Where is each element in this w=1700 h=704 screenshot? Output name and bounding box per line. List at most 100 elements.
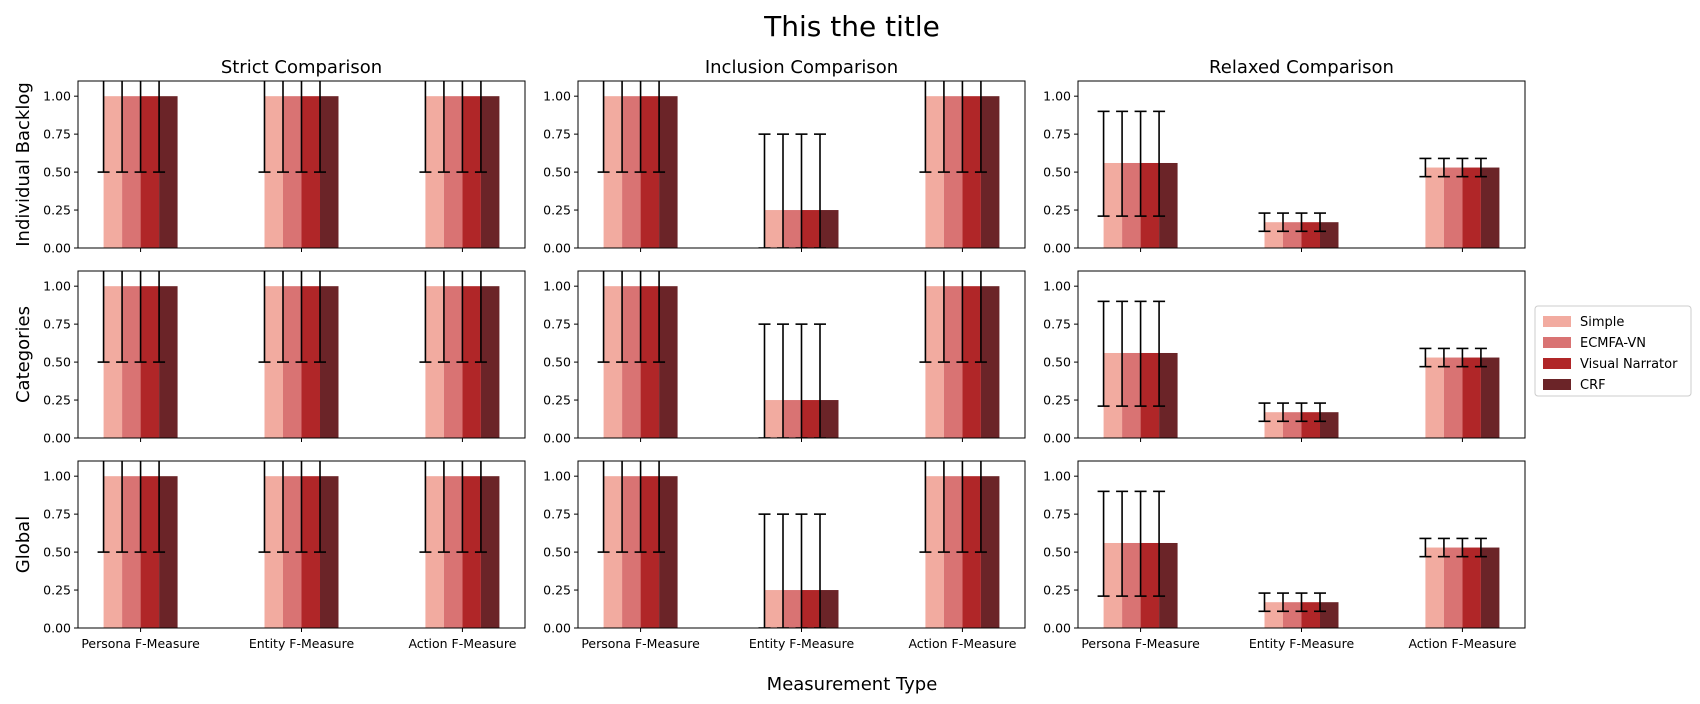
bar (603, 476, 623, 628)
y-tick-label: 0.50 (43, 355, 71, 370)
bar (962, 96, 981, 248)
bar (1425, 357, 1444, 438)
y-tick-label: 0.50 (543, 545, 571, 560)
bar (480, 476, 500, 628)
bar (480, 286, 500, 438)
subplot-panel: 0.00 0.25 0.50 0.75 1.00 Persona F-Measure Ent… (1043, 460, 1526, 651)
bar (264, 96, 283, 248)
y-tick-label: 0.00 (543, 431, 571, 446)
bar (1320, 222, 1339, 248)
column-title: Relaxed Comparison (1209, 57, 1394, 78)
x-tick-label: Action F-Measure (1408, 636, 1516, 651)
bar (1122, 542, 1141, 628)
y-tick-label: 0.25 (1043, 393, 1071, 408)
y-tick-label: 0.75 (43, 317, 71, 332)
bar (462, 96, 481, 248)
bar (320, 286, 339, 438)
bar (264, 476, 283, 628)
y-tick-label: 0.00 (1043, 621, 1071, 636)
bar (1301, 222, 1320, 248)
y-tick-label: 1.00 (43, 279, 71, 294)
y-tick-label: 0.75 (1043, 507, 1071, 522)
panel-plot-area (97, 81, 500, 248)
bar (1425, 167, 1444, 248)
y-tick-label: 0.25 (43, 393, 71, 408)
y-tick-label: 0.75 (543, 507, 571, 522)
bar (1443, 547, 1463, 628)
bar (820, 590, 839, 628)
panel-plot-area (1097, 300, 1500, 438)
bar (1480, 547, 1500, 628)
y-tick-label: 0.00 (543, 621, 571, 636)
bar (943, 476, 963, 628)
y-tick-label: 1.00 (43, 469, 71, 484)
subplot-grid: 0.00 0.25 0.50 0.75 1.00 Strict Comparison Ind… (13, 57, 1526, 651)
bar (943, 96, 963, 248)
bar (1462, 357, 1481, 438)
bar (1425, 547, 1444, 628)
legend-frame (1534, 305, 1692, 397)
panel-plot-area (97, 461, 500, 628)
panel-plot-area (1097, 110, 1500, 248)
x-tick-label: Action F-Measure (408, 636, 516, 651)
bar (425, 286, 444, 438)
bar (943, 286, 963, 438)
bar (1443, 357, 1463, 438)
bar (301, 476, 320, 628)
bar (1283, 412, 1302, 438)
bar (980, 286, 1000, 438)
y-tick-label: 0.75 (1043, 127, 1071, 142)
legend-label: Visual Narrator (1580, 357, 1678, 372)
bar (603, 286, 623, 438)
bar (1264, 412, 1283, 438)
bar (1264, 222, 1283, 248)
bar (1140, 162, 1160, 248)
bar (1462, 167, 1481, 248)
y-tick-label: 0.50 (1043, 165, 1071, 180)
bar (622, 476, 641, 628)
bar (980, 476, 1000, 628)
bar (783, 590, 802, 628)
bar (962, 476, 981, 628)
bar (1103, 352, 1123, 438)
bar (925, 96, 944, 248)
y-tick-label: 1.00 (543, 279, 571, 294)
bar (301, 96, 320, 248)
y-tick-label: 0.75 (1043, 317, 1071, 332)
y-tick-label: 0.25 (543, 203, 571, 218)
y-tick-label: 0.75 (543, 127, 571, 142)
y-tick-label: 1.00 (43, 89, 71, 104)
bar (622, 96, 641, 248)
panel-plot-area (597, 81, 1000, 248)
legend-swatch (1543, 358, 1571, 369)
bar (1140, 542, 1160, 628)
bar (1301, 412, 1320, 438)
y-tick-label: 0.25 (43, 583, 71, 598)
bar (962, 286, 981, 438)
bar (140, 96, 160, 248)
y-tick-label: 0.00 (43, 621, 71, 636)
legend-swatch (1543, 379, 1571, 390)
bar (1103, 542, 1123, 628)
bar (1122, 162, 1141, 248)
bar (443, 96, 463, 248)
panel-plot-area (1097, 490, 1500, 628)
row-label: Categories (13, 306, 34, 403)
bar (764, 590, 783, 628)
column-title: Inclusion Comparison (705, 57, 898, 78)
bar (820, 400, 839, 438)
bar (480, 96, 500, 248)
bar (925, 476, 944, 628)
subplot-panel: 0.00 0.25 0.50 0.75 1.00 (1043, 270, 1526, 446)
y-tick-label: 0.00 (43, 431, 71, 446)
bar (801, 590, 820, 628)
bar (1301, 602, 1320, 628)
legend: Simple ECMFA-VN Visual Narrator CRF (1534, 305, 1692, 397)
legend-swatch (1543, 337, 1571, 348)
legend-label: Simple (1580, 315, 1624, 330)
bar (1140, 352, 1160, 438)
y-tick-label: 0.00 (43, 241, 71, 256)
x-tick-label: Entity F-Measure (249, 636, 355, 651)
y-tick-label: 1.00 (1043, 469, 1071, 484)
